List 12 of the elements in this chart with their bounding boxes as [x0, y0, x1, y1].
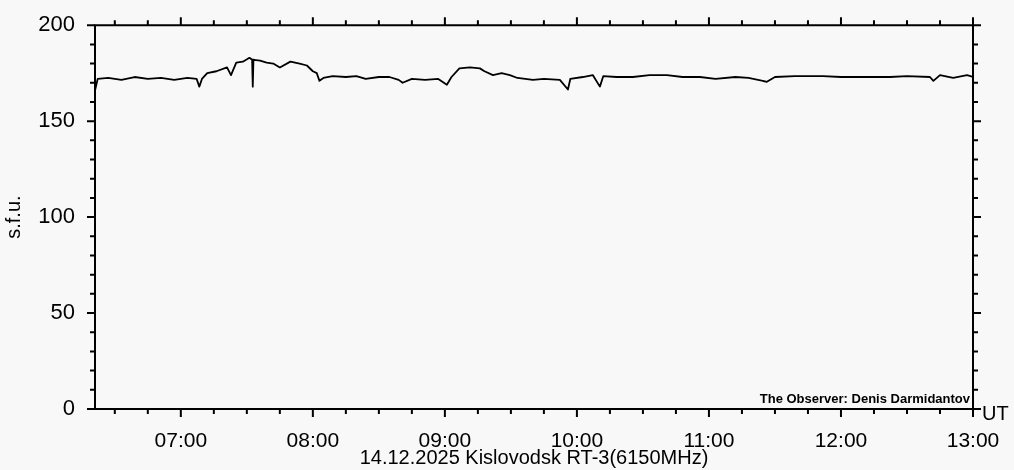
text: UT — [982, 401, 1009, 424]
annotation: The Observer: Denis Darmidantov — [759, 391, 971, 407]
x-tick-label: 07:00 — [154, 428, 208, 452]
x-tick-label: 08:00 — [286, 428, 340, 452]
y-tick-label: 50 — [50, 299, 75, 325]
y-tick-label: 0 — [62, 395, 75, 421]
y-tick-label: 100 — [38, 203, 75, 229]
x-tick-label: 13:00 — [946, 428, 1000, 452]
y-tick-label: 200 — [38, 11, 75, 37]
x-tick-label: 12:00 — [814, 428, 868, 452]
y-axis-title: s.f.u. — [1, 195, 24, 239]
y-tick-label: 150 — [38, 107, 75, 133]
